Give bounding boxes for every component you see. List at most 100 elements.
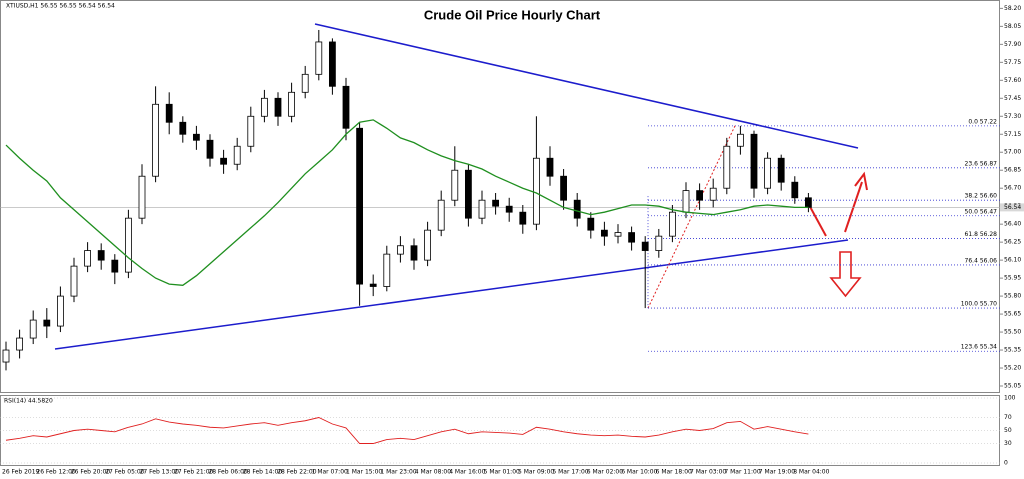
candle-body (777, 157, 785, 183)
y-tick-label: 57.60 (1004, 77, 1021, 84)
fib-label: 0.0 57.22 (968, 118, 997, 125)
candle-body (464, 169, 472, 219)
x-tick-label: 26 Feb 12:00 (36, 469, 76, 476)
y-tick-label: 56.70 (1004, 185, 1021, 192)
candle-body (573, 199, 581, 219)
x-tick-label: 27 Feb 21:00 (174, 469, 214, 476)
x-tick-label: 27 Feb 05:00 (105, 469, 145, 476)
candle-body (152, 103, 160, 177)
candle-body (655, 235, 663, 251)
candle-body (451, 169, 459, 201)
x-tick-label: 7 Mar 19:00 (759, 469, 795, 476)
candle-body (709, 187, 717, 201)
fib-label: 23.6 56.87 (965, 160, 998, 167)
x-tick-label: 28 Feb 14:00 (243, 469, 283, 476)
rsi-tick-label: 100 (1004, 395, 1016, 402)
candle-body (737, 133, 744, 147)
candle-body (192, 133, 200, 141)
y-tick-label: 56.40 (1004, 221, 1021, 228)
candle-body (614, 232, 622, 237)
candle-body (437, 199, 445, 231)
y-tick-label: 55.50 (1004, 329, 1021, 336)
moving-average (5, 119, 809, 286)
candle-body (669, 211, 676, 237)
x-tick-label: 28 Feb 06:00 (208, 469, 248, 476)
candle-body (764, 157, 771, 189)
candle-body (356, 127, 364, 285)
candle-body (369, 283, 377, 287)
x-tick-label: 7 Mar 11:00 (724, 469, 760, 476)
arrow-down (829, 251, 862, 298)
candle-body (288, 91, 296, 117)
y-tick-label: 56.10 (1004, 257, 1021, 264)
y-tick-label: 58.05 (1004, 23, 1021, 30)
chart-title: Crude Oil Price Hourly Chart (424, 7, 601, 22)
header: XTIUSD,H1 56.55 56.55 56.54 56.54 (6, 3, 115, 10)
y-tick-label: 57.90 (1004, 41, 1021, 48)
x-tick-label: 5 Mar 01:00 (484, 469, 520, 476)
candle-body (587, 217, 595, 231)
candle-body (601, 229, 608, 237)
candle-body (16, 337, 24, 351)
x-tick-label: 6 Mar 18:00 (656, 469, 692, 476)
y-tick-label: 57.75 (1004, 59, 1021, 66)
candle-body (750, 133, 758, 189)
fib-diagonal (647, 125, 736, 309)
candle-body (682, 190, 690, 213)
candle-body (628, 232, 635, 243)
candle-body (791, 181, 799, 199)
arrow-up (844, 171, 868, 233)
x-tick-label: 1 Mar 07:00 (312, 469, 348, 476)
candle-body (641, 241, 649, 251)
candle-body (342, 85, 350, 129)
fib-label: 76.4 56.06 (965, 257, 998, 264)
candle-body (723, 145, 731, 189)
y-tick-label: 56.25 (1004, 239, 1021, 246)
y-tick-label: 57.30 (1004, 113, 1021, 120)
y-tick-label: 55.20 (1004, 365, 1021, 372)
candle-body (396, 245, 404, 255)
candle-body (315, 41, 323, 75)
current-price-label: 56.54 (1004, 204, 1021, 211)
rsi-tick-label: 70 (1004, 414, 1012, 421)
candle-body (179, 121, 187, 135)
candle-body (519, 211, 527, 225)
lower-trendline (54, 239, 849, 350)
x-tick-label: 6 Mar 02:00 (587, 469, 623, 476)
x-tick-label: 4 Mar 08:00 (415, 469, 451, 476)
x-tick-label: 4 Mar 16:00 (449, 469, 485, 476)
y-tick-label: 57.00 (1004, 149, 1021, 156)
candle-body (43, 319, 51, 327)
x-tick-label: 28 Feb 22:00 (277, 469, 317, 476)
upper-trendline (314, 23, 859, 149)
y-tick-label: 55.95 (1004, 275, 1021, 282)
candle-body (505, 205, 513, 213)
candle-body (206, 139, 214, 159)
candle-body (424, 229, 432, 261)
y-tick-label: 55.05 (1004, 383, 1021, 390)
fib-label: 123.6 55.34 (961, 344, 997, 351)
candle-body (220, 157, 228, 165)
rsi-line (5, 417, 809, 444)
candle-body (125, 217, 132, 273)
candle-body (560, 175, 567, 201)
candle-body (274, 97, 282, 117)
rsi-tick-label: 50 (1004, 427, 1012, 434)
x-tick-label: 26 Feb 2019 (2, 469, 40, 476)
candle-body (233, 145, 241, 165)
x-tick-label: 1 Mar 15:00 (346, 469, 382, 476)
candle-body (383, 253, 391, 287)
candle-body (111, 259, 119, 273)
candle-body (260, 97, 268, 117)
rsi-label: RSI(14) 44.5820 (4, 398, 53, 405)
y-tick-label: 56.85 (1004, 167, 1021, 174)
candle-body (546, 157, 554, 177)
candle-body (410, 245, 418, 261)
candle-body (2, 349, 10, 363)
candle-body (138, 175, 146, 219)
fib-label: 50.0 56.47 (965, 208, 998, 215)
fib-label: 38.2 56.60 (965, 193, 998, 200)
x-tick-label: 27 Feb 13:00 (140, 469, 180, 476)
candle-body (247, 115, 255, 147)
